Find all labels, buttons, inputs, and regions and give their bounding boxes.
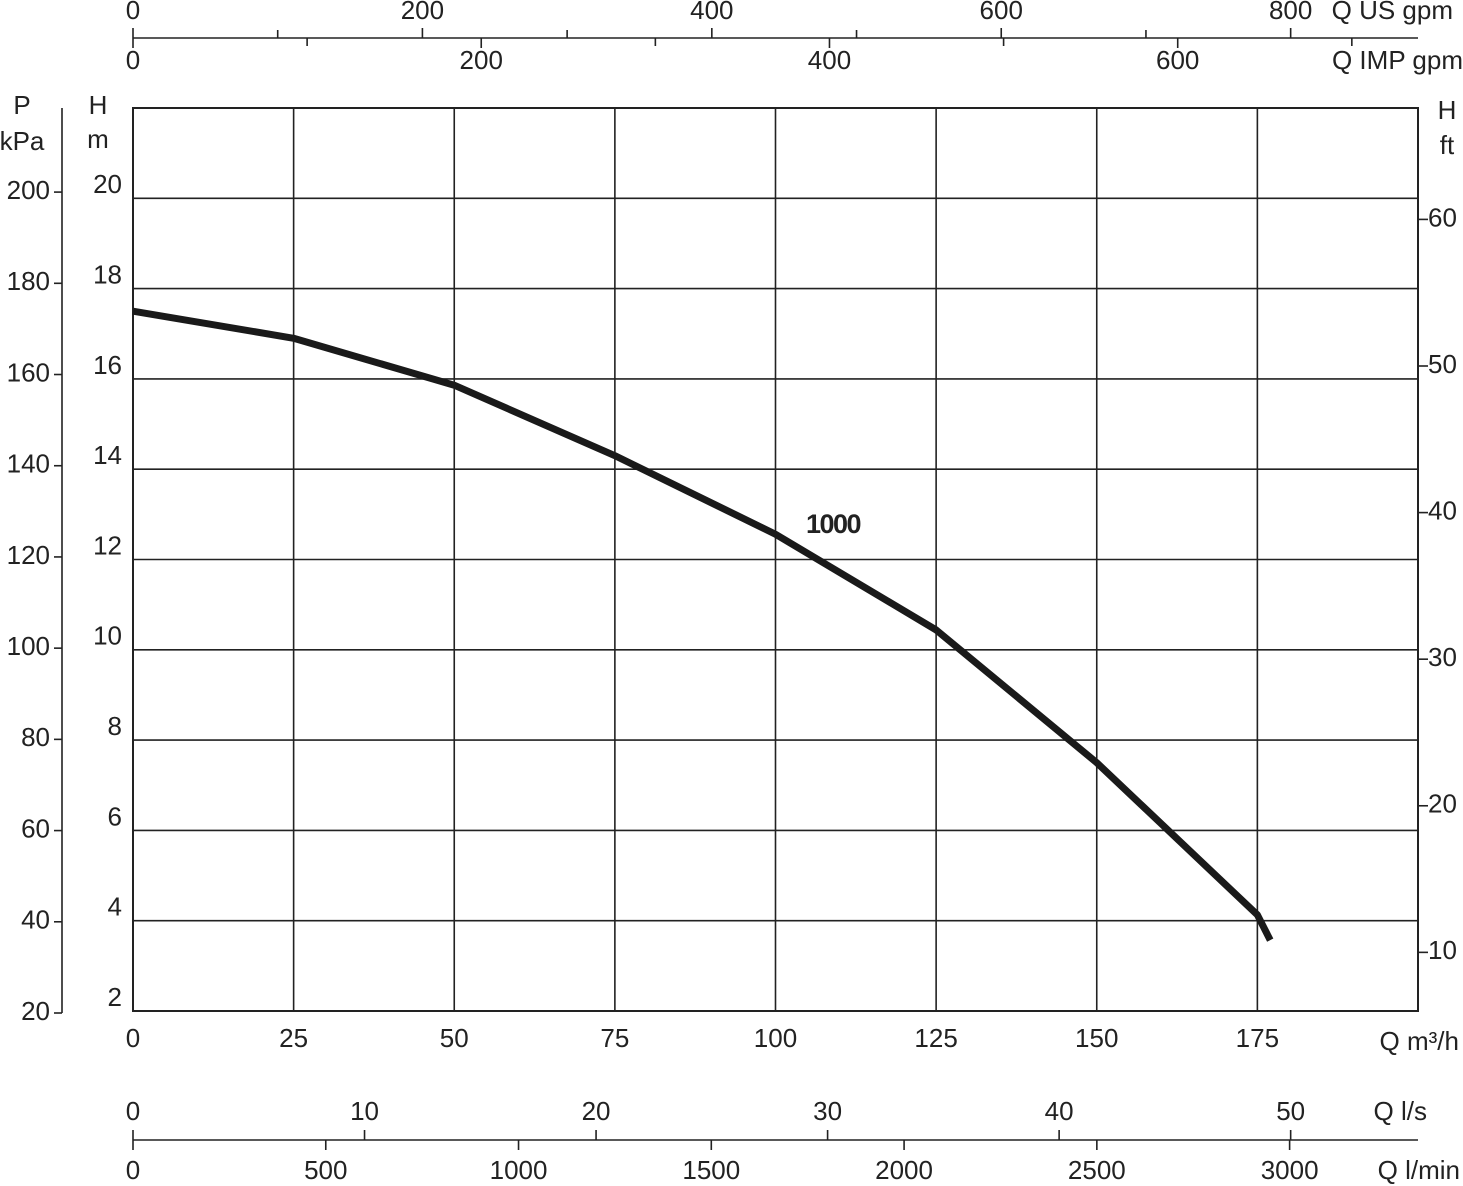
secondary-axis-label: Q l/min (1378, 1155, 1460, 1185)
secondary-tick-label: 10 (350, 1096, 379, 1126)
y-tick-label: 18 (93, 259, 122, 289)
y2-tick-label: 30 (1428, 642, 1457, 672)
y-tick-label: 200 (7, 175, 50, 205)
secondary-tick-label: 800 (1269, 0, 1312, 25)
curve (132, 307, 1274, 942)
secondary-axis-label: Q US gpm (1332, 0, 1453, 25)
secondary-tick-label: 3000 (1261, 1155, 1319, 1185)
y-tick-label: 140 (7, 449, 50, 479)
secondary-tick-label: 600 (1156, 45, 1199, 75)
secondary-tick-label: 2500 (1068, 1155, 1126, 1185)
y2-tick-label: 10 (1428, 935, 1457, 965)
y-tick-label: 180 (7, 266, 50, 296)
x-tick-label: 0 (126, 1023, 140, 1053)
y-tick-label: 14 (93, 440, 122, 470)
secondary-axis-label: Q IMP gpm (1332, 45, 1463, 75)
y-tick-label: 100 (7, 631, 50, 661)
secondary-tick-label: 50 (1276, 1096, 1305, 1126)
y-tick-label: 16 (93, 350, 122, 380)
y-tick-label: 2 (108, 982, 122, 1012)
secondary-tick-label: 0 (126, 1096, 140, 1126)
x-tick-label: 175 (1236, 1023, 1279, 1053)
secondary-tick-label: 200 (460, 45, 503, 75)
x-tick-label: 100 (754, 1023, 797, 1053)
secondary-tick-label: 0 (126, 1155, 140, 1185)
y2-tick-label: 40 (1428, 495, 1457, 525)
secondary-tick-label: 400 (808, 45, 851, 75)
y-axis-label: kPa (0, 126, 45, 156)
secondary-tick-label: 600 (980, 0, 1023, 25)
y-tick-label: 40 (21, 905, 50, 935)
x-tick-label: 75 (600, 1023, 629, 1053)
y2-tick-label: 20 (1428, 789, 1457, 819)
y-tick-label: 6 (108, 801, 122, 831)
y-tick-label: 8 (108, 711, 122, 741)
y-axis-label: m (87, 124, 109, 154)
y-tick-label: 60 (21, 813, 50, 843)
y-tick-label: 10 (93, 621, 122, 651)
secondary-tick-label: 1500 (682, 1155, 740, 1185)
x-tick-label: 150 (1075, 1023, 1118, 1053)
x-tick-label: 125 (914, 1023, 957, 1053)
x-tick-label: 25 (279, 1023, 308, 1053)
secondary-tick-label: 1000 (490, 1155, 548, 1185)
y-axis-label: P (13, 90, 30, 120)
y-axis-label: H (89, 90, 108, 120)
secondary-axis-label: Q l/s (1374, 1096, 1427, 1126)
y2-tick-label: 60 (1428, 202, 1457, 232)
secondary-tick-label: 400 (690, 0, 733, 25)
y-tick-label: 160 (7, 357, 50, 387)
y-tick-label: 20 (93, 169, 122, 199)
x-axis-label: Q m³/h (1380, 1026, 1459, 1056)
secondary-tick-label: 30 (813, 1096, 842, 1126)
secondary-tick-label: 0 (126, 45, 140, 75)
y-tick-label: 20 (21, 996, 50, 1026)
y-tick-label: 4 (108, 892, 122, 922)
y-tick-label: 120 (7, 540, 50, 570)
secondary-tick-label: 2000 (875, 1155, 933, 1185)
y2-tick-label: 50 (1428, 349, 1457, 379)
y2-axis-label: ft (1440, 130, 1455, 160)
secondary-tick-label: 0 (126, 0, 140, 25)
secondary-tick-label: 500 (304, 1155, 347, 1185)
y-tick-label: 12 (93, 530, 122, 560)
secondary-tick-label: 40 (1045, 1096, 1074, 1126)
y2-axis-label: H (1438, 95, 1457, 125)
curve-label: 1000 (806, 509, 861, 539)
y-tick-label: 80 (21, 722, 50, 752)
secondary-tick-label: 200 (401, 0, 444, 25)
x-tick-label: 50 (440, 1023, 469, 1053)
secondary-tick-label: 20 (582, 1096, 611, 1126)
